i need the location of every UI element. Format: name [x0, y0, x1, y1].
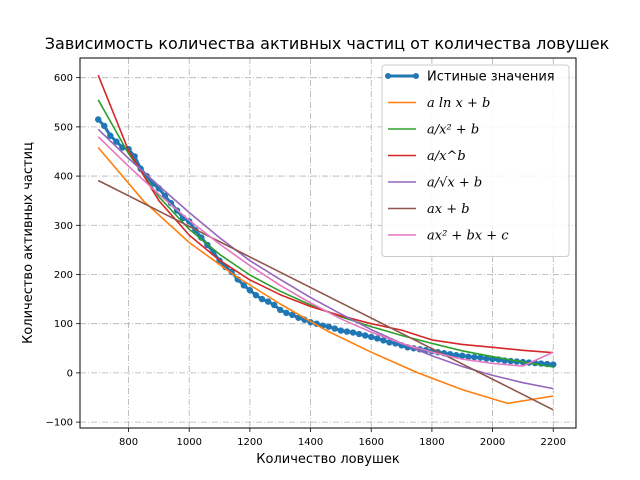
series-true-point [107, 132, 114, 139]
series-true-point [361, 332, 369, 339]
legend-item: a/√x + b [388, 176, 482, 191]
chart-title: Зависимость количества активных частиц о… [45, 34, 610, 53]
legend-item: Истиные значения [385, 70, 555, 85]
legend-label: a/√x + b [427, 176, 482, 191]
series-true-point [459, 352, 466, 359]
series-true-point [252, 291, 260, 299]
x-tick-label: 1000 [176, 437, 201, 448]
series-true-point [258, 295, 266, 303]
x-tick-label: 1600 [359, 437, 384, 448]
series-true-point [264, 298, 272, 305]
series-true-point [198, 234, 205, 241]
plot-frame [79, 57, 577, 429]
legend-swatch-marker [385, 73, 391, 79]
series-true-point [380, 337, 387, 344]
x-tick-label: 800 [119, 437, 138, 448]
legend-label: ax² + bx + c [427, 229, 509, 244]
series-true-point [101, 122, 108, 130]
legend-label: a/x² + b [427, 123, 479, 138]
series-true-point [465, 353, 472, 360]
x-tick-label: 1200 [237, 437, 262, 448]
legend-item: ax² + bx + c [388, 229, 509, 244]
series-true-point [283, 309, 290, 317]
x-axis-title: Количество ловушек [256, 452, 400, 467]
series-true-point [374, 335, 381, 342]
series-true-point [349, 329, 357, 336]
series-true-point [240, 282, 248, 289]
series-true-point [167, 199, 175, 207]
legend-swatch-marker [413, 73, 419, 79]
x-tick-label: 2000 [480, 437, 505, 448]
series-layer [95, 74, 557, 411]
fit-line-5 [97, 179, 554, 411]
legend-label: Истиные значения [427, 70, 555, 85]
series-true-point [355, 330, 363, 338]
series-true-point [246, 287, 254, 294]
series-true-point [325, 323, 332, 330]
y-tick-label: 100 [54, 319, 73, 330]
series-true-point [386, 339, 393, 346]
legend: Истиные значения a ln x + b a/x² + b a/x^b a… [381, 64, 570, 257]
fit-line-1 [97, 146, 554, 405]
x-tick-label: 1800 [419, 437, 444, 448]
legend-item: a/x² + b [388, 123, 479, 138]
y-tick-label: 600 [54, 73, 73, 84]
legend-item: ax + b [388, 202, 470, 217]
ticks: 800 1000 1200 1400 1600 1800 2000 2200 −100 0 100 2… [46, 73, 566, 448]
y-axis-title: Количество активных частиц [21, 142, 36, 344]
series-true-point [343, 328, 351, 335]
series-true-point [113, 138, 120, 145]
legend-item: a/x^b [388, 149, 466, 164]
legend-label: a ln x + b [427, 96, 490, 111]
legend-box [381, 64, 570, 257]
x-tick-label: 2200 [541, 437, 566, 448]
y-tick-label: 0 [67, 368, 73, 379]
series-true-point [95, 116, 102, 123]
series-true-point [277, 306, 284, 314]
series-true-point [471, 353, 478, 361]
series-true-point [483, 355, 490, 362]
series-true-point [289, 311, 296, 319]
legend-item: a ln x + b [388, 96, 490, 111]
series-true-point [270, 301, 278, 309]
series-true-point [368, 333, 375, 341]
y-tick-label: −100 [46, 418, 73, 429]
y-tick-label: 400 [54, 172, 73, 183]
y-tick-label: 500 [54, 122, 73, 133]
legend-label: a/x^b [427, 149, 466, 164]
fit-line-6 [97, 136, 554, 367]
series-true-point [337, 327, 345, 334]
y-tick-label: 200 [54, 270, 73, 281]
legend-label: ax + b [427, 202, 470, 217]
x-tick-label: 1400 [298, 437, 323, 448]
series-true-point [331, 325, 339, 332]
series-true-point [477, 354, 484, 361]
y-tick-label: 300 [54, 221, 73, 232]
